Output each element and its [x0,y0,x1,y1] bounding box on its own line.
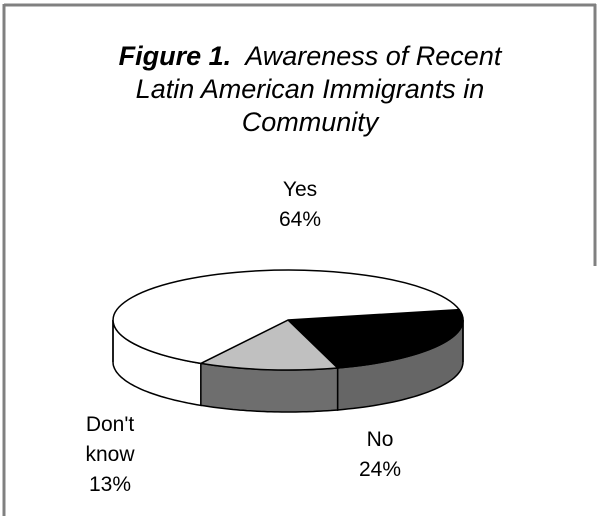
label-yes-name: Yes [282,178,318,201]
label-dont-know-value: 13% [88,473,132,496]
pie-slice-no [286,308,464,369]
title-line-1: Awareness of Recent [245,41,502,71]
label-no: No 24% [330,425,430,485]
chart-title: Figure 1. Awareness of Recent Latin Amer… [40,40,580,139]
label-yes-value: 64% [278,208,322,231]
label-dont-know: Don't know 13% [60,410,160,500]
label-no-name: No [366,428,394,451]
label-dont-know-name-1: Don't [85,413,135,436]
title-line-3: Community [241,107,379,137]
title-prefix: Figure 1. [118,41,232,71]
label-yes: Yes 64% [250,175,350,235]
pie-tops [112,269,464,371]
pie-sides [112,319,464,413]
label-dont-know-name-2: know [85,443,135,466]
pie-slice-don-t-know [198,319,340,371]
pie-side-don-t-know [200,362,339,413]
title-line-2: Latin American Immigrants in [135,74,485,104]
pie-slice-yes [112,269,461,365]
label-no-value: 24% [358,458,402,481]
